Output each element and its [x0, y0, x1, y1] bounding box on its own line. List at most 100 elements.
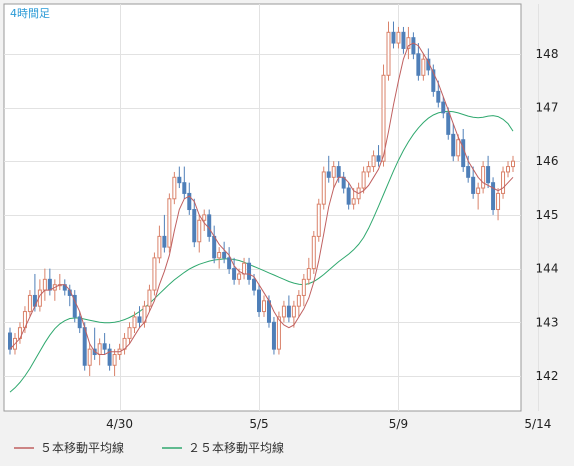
ma5-line	[9, 42, 514, 355]
candle	[391, 21, 396, 49]
candle-body-up	[127, 327, 132, 339]
candle	[107, 343, 112, 371]
candle	[436, 80, 441, 108]
candle	[167, 193, 172, 253]
candle	[361, 166, 366, 194]
candle	[112, 349, 117, 376]
candle	[87, 343, 92, 376]
candle	[132, 311, 137, 334]
candle	[321, 166, 326, 210]
candle-body-down	[137, 316, 142, 323]
candle-body-up	[496, 192, 501, 211]
y-axis-ticks: 142 143 144 145 146 147 148	[536, 47, 559, 383]
candle	[197, 214, 202, 253]
candle-body-up	[476, 187, 481, 194]
candle	[431, 64, 436, 97]
candle-body-up	[366, 166, 371, 173]
candle-body-down	[446, 112, 451, 135]
candle	[77, 311, 82, 334]
candle	[102, 333, 107, 355]
candle-body-up	[301, 278, 306, 296]
candle-body-down	[486, 166, 491, 184]
grid-lines	[4, 4, 539, 411]
candle-body-down	[227, 257, 232, 270]
candle	[366, 161, 371, 178]
candle	[72, 290, 77, 323]
candle	[227, 247, 232, 274]
candle	[416, 43, 421, 81]
candle	[346, 182, 351, 210]
candle-body-down	[441, 101, 446, 114]
candle	[177, 166, 182, 189]
candle-body-up	[167, 198, 172, 248]
x-tick-label: 4/30	[106, 417, 133, 431]
candle-body-up	[396, 31, 401, 44]
candle-body-up	[242, 262, 247, 275]
candle-body-up	[501, 171, 506, 194]
candle	[182, 166, 187, 199]
candle	[376, 145, 381, 167]
candle	[511, 155, 515, 172]
candle-body-up	[172, 176, 177, 200]
candle	[401, 26, 406, 54]
candle-body-up	[371, 155, 376, 168]
candle-body-down	[8, 332, 12, 350]
candle-body-down	[182, 182, 187, 194]
candle	[232, 257, 237, 285]
candle-body-down	[471, 176, 476, 194]
candle-body-down	[376, 155, 381, 162]
legend-ma25-label: ２５本移動平均線	[188, 440, 284, 455]
candle	[187, 182, 192, 215]
candle-body-up	[361, 171, 366, 189]
candle-body-down	[286, 305, 291, 318]
candle	[351, 188, 356, 210]
ma25-layer	[9, 110, 514, 393]
candle	[396, 26, 401, 49]
candle-body-up	[386, 31, 391, 76]
candle	[8, 327, 12, 355]
candle-body-down	[107, 348, 112, 366]
candle-body-down	[82, 327, 87, 366]
candle-body-up	[197, 219, 202, 243]
candle	[207, 209, 212, 242]
candle-body-down	[192, 209, 197, 243]
candle	[371, 150, 376, 172]
candle	[271, 316, 276, 355]
candle-body-up	[316, 203, 321, 237]
candle-body-down	[491, 182, 496, 211]
candle	[476, 182, 481, 210]
candle	[326, 155, 331, 183]
candle-body-up	[291, 305, 296, 318]
candle	[451, 123, 456, 162]
candle-body-up	[217, 251, 222, 259]
candle	[471, 166, 476, 199]
candle	[137, 306, 142, 328]
candle	[202, 209, 207, 232]
candle-body-up	[296, 294, 301, 307]
candle	[261, 295, 266, 317]
candle-body-up	[281, 305, 286, 318]
x-tick-label: 5/9	[389, 417, 408, 431]
candle-body-down	[177, 176, 182, 184]
candle-body-down	[257, 289, 262, 313]
candle-body-up	[321, 171, 326, 205]
candle-body-down	[401, 31, 406, 49]
candle	[217, 247, 222, 269]
candle	[257, 284, 262, 317]
y-tick-label: 148	[536, 47, 559, 61]
candle-body-down	[416, 53, 421, 76]
candle	[311, 231, 316, 274]
candle	[247, 257, 252, 285]
legend: ５本移動平均線 ２５本移動平均線	[14, 440, 284, 455]
candle	[162, 214, 167, 253]
candle-body-up	[157, 235, 162, 259]
candle	[172, 171, 177, 205]
y-tick-label: 143	[536, 315, 559, 329]
candle-body-up	[27, 294, 32, 313]
candle	[127, 322, 132, 344]
candle-body-down	[102, 343, 107, 350]
candle	[386, 21, 391, 81]
candle	[291, 300, 296, 328]
candle-body-down	[77, 316, 82, 329]
